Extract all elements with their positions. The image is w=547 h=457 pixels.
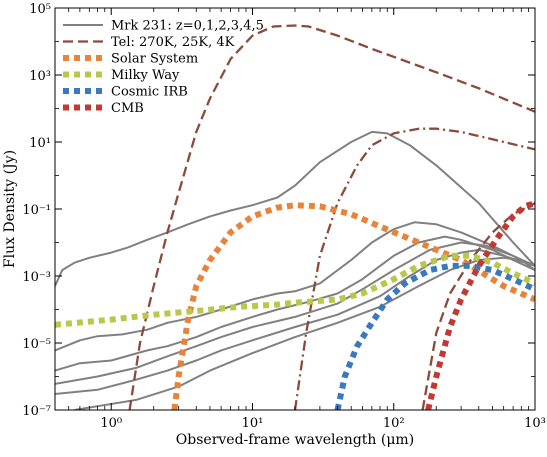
mrk231-line-0 xyxy=(55,130,535,287)
mrk231-line-1 xyxy=(55,221,535,352)
x-tick-label: 10¹ xyxy=(242,416,264,431)
y-axis-label: Flux Density (Jy) xyxy=(2,150,18,268)
y-tick-label: 10⁵ xyxy=(29,2,51,17)
cmb-line-12 xyxy=(425,200,535,410)
telescope-line-8 xyxy=(421,202,535,410)
mrk231-line-4 xyxy=(55,248,535,395)
telescope-line-6 xyxy=(128,24,535,410)
milkyway-line-10 xyxy=(55,252,535,328)
x-tick-label: 10² xyxy=(383,416,405,431)
y-tick-label: 10¹ xyxy=(29,136,51,151)
telescope-line-7 xyxy=(293,127,535,410)
legend-label: Tel: 270K, 25K, 4K xyxy=(111,35,235,50)
y-tick-label: 10³ xyxy=(29,69,51,84)
x-axis-label: Observed-frame wavelength (μm) xyxy=(176,432,414,448)
y-tick-label: 10⁻¹ xyxy=(22,203,51,218)
tick-layer: 10⁰ 10¹ 10² 10³ 10⁻⁷ 10⁻⁵ 10⁻³ 10⁻¹ 10¹ 10³ 10⁵ xyxy=(22,2,546,431)
mrk231-line-2 xyxy=(55,235,535,372)
y-tick-label: 10⁻⁵ xyxy=(22,337,51,352)
legend-label: Cosmic IRB xyxy=(111,85,188,100)
mrk231-line-3 xyxy=(55,241,535,385)
mrk231-line-5 xyxy=(74,256,535,410)
series-layer xyxy=(55,24,535,410)
y-tick-label: 10⁻³ xyxy=(22,270,51,285)
x-tick-label: 10³ xyxy=(524,416,546,431)
x-tick-label: 10⁰ xyxy=(100,416,122,431)
y-tick-label: 10⁻⁷ xyxy=(22,404,51,419)
legend-label: Solar System xyxy=(111,52,198,67)
legend-label: Milky Way xyxy=(111,68,180,83)
legend-label: CMB xyxy=(111,101,144,116)
legend-label: Mrk 231: z=0,1,2,3,4,5 xyxy=(111,19,264,34)
